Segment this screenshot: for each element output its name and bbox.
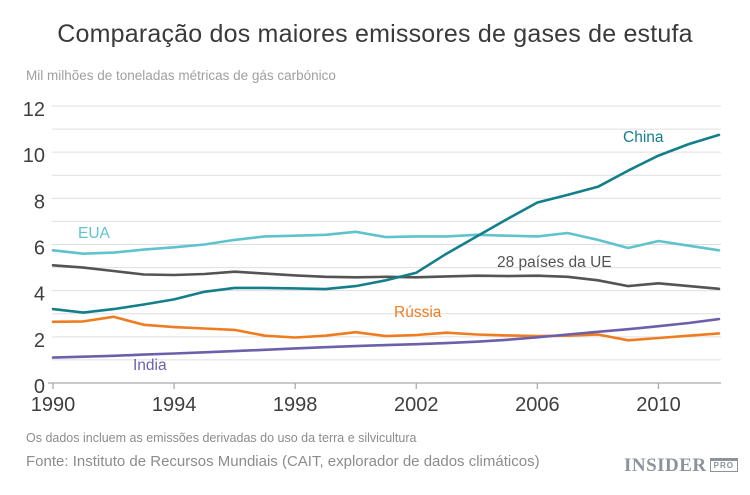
x-tick-label: 2010 — [636, 394, 681, 416]
x-tick-label: 2006 — [515, 394, 560, 416]
y-tick-label: 2 — [34, 330, 45, 352]
logo-pro-badge: PRO — [709, 458, 738, 472]
chart-footnote: Os dados incluem as emissões derivadas d… — [26, 431, 417, 445]
chart-title: Comparação dos maiores emissores de gase… — [57, 20, 693, 48]
series-line-china — [51, 133, 721, 314]
series-line-india — [51, 317, 721, 359]
y-tick-label: 4 — [34, 284, 45, 306]
x-tick-label: 1990 — [31, 394, 76, 416]
source-attribution: Fonte: Instituto de Recursos Mundiais (C… — [26, 453, 540, 470]
series-line-28-pa-ses-da-ue — [51, 263, 721, 291]
y-tick-label: 6 — [34, 238, 45, 260]
x-tick-label: 1994 — [152, 394, 197, 416]
y-tick-label: 0 — [34, 376, 45, 398]
y-tick-label: 12 — [23, 99, 45, 121]
series-line-r-ssia — [51, 315, 721, 342]
insiderpro-logo: INSIDER PRO — [623, 455, 738, 476]
series-line-eua — [51, 230, 721, 255]
x-tick-label: 2002 — [394, 394, 439, 416]
chart-subtitle: Mil milhões de toneladas métricas de gás… — [26, 68, 336, 83]
y-tick-label: 10 — [23, 145, 45, 167]
x-tick-label: 1998 — [273, 394, 318, 416]
y-tick-label: 8 — [34, 191, 45, 213]
logo-wordmark: INSIDER — [623, 455, 707, 476]
